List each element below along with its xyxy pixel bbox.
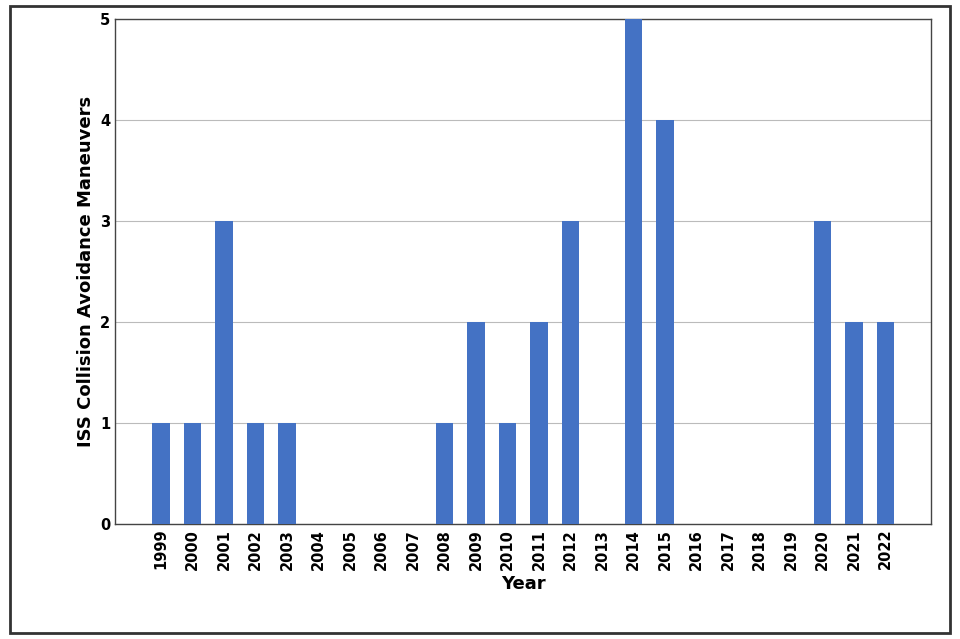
- Bar: [562, 221, 579, 524]
- Bar: [247, 423, 264, 524]
- X-axis label: Year: Year: [501, 575, 545, 593]
- Bar: [814, 221, 831, 524]
- Bar: [657, 120, 674, 524]
- Bar: [153, 423, 170, 524]
- Bar: [499, 423, 516, 524]
- Y-axis label: ISS Collision Avoidance Maneuvers: ISS Collision Avoidance Maneuvers: [77, 96, 94, 447]
- Bar: [278, 423, 296, 524]
- Bar: [530, 322, 547, 524]
- Bar: [183, 423, 201, 524]
- Bar: [625, 19, 642, 524]
- Bar: [876, 322, 894, 524]
- Bar: [846, 322, 863, 524]
- Bar: [215, 221, 232, 524]
- Bar: [468, 322, 485, 524]
- Bar: [436, 423, 453, 524]
